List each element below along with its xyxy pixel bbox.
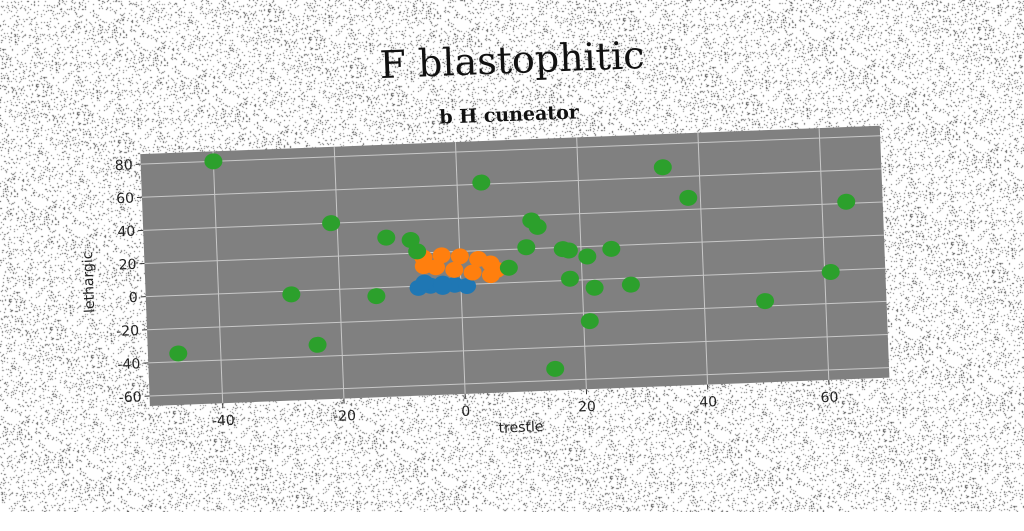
y-axis-label: lethargic [80,251,98,313]
y-tick-label: 60 [116,191,134,208]
x-tick-label: -20 [333,408,356,425]
y-tick-label: 40 [117,224,135,241]
x-axis-label: trestle [498,419,543,437]
y-tick-label: -40 [117,356,140,373]
x-tick-label: -40 [212,413,235,430]
y-tick-label: 0 [129,290,139,306]
y-tick-label: 80 [115,157,133,174]
x-tick-label: 20 [578,399,596,416]
y-tick-label: 20 [118,257,136,274]
x-tick-label: 40 [699,394,717,411]
y-tick-label: -20 [116,323,139,340]
x-tick-label: 60 [820,390,838,407]
y-tick-label: -60 [118,389,141,406]
x-tick-label: 0 [461,404,471,420]
